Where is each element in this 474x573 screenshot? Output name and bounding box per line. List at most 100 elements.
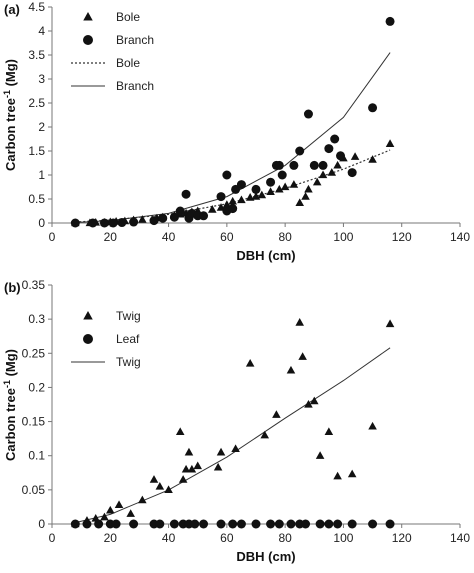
x-axis-label: DBH (cm) [236, 549, 295, 564]
x-axis-label: DBH (cm) [236, 248, 295, 263]
x-tick-label: 80 [278, 531, 292, 545]
data-point-circle [333, 519, 343, 529]
y-tick-label: 0.2 [28, 380, 45, 394]
data-point-triangle [312, 177, 322, 186]
data-point-circle [368, 519, 378, 529]
data-point-triangle [164, 485, 173, 494]
series-twig [71, 318, 395, 528]
data-point-triangle [213, 462, 223, 471]
data-point-triangle [275, 184, 284, 193]
data-point-circle [228, 519, 238, 529]
data-point-circle [315, 519, 325, 529]
legend-label: Branch [116, 33, 154, 47]
data-point-circle [330, 134, 340, 144]
data-point-triangle [228, 196, 237, 205]
panel-label: (b) [4, 280, 21, 295]
data-point-circle [301, 519, 311, 529]
data-point-triangle [237, 195, 246, 204]
series-bole [71, 139, 395, 227]
data-point-circle [129, 217, 139, 227]
data-point-circle [199, 211, 209, 221]
data-point-triangle [289, 180, 299, 188]
data-point-triangle [301, 192, 310, 200]
series-leaf [70, 519, 395, 529]
data-point-triangle [216, 447, 226, 456]
data-point-triangle [178, 475, 188, 483]
data-point-circle [324, 144, 334, 154]
data-point-circle [277, 170, 287, 180]
data-point-circle [303, 109, 313, 119]
data-point-triangle [126, 509, 135, 517]
y-tick-label: 3.5 [28, 48, 45, 62]
data-point-circle [175, 206, 185, 216]
data-point-triangle [385, 319, 395, 328]
data-point-triangle [193, 461, 202, 470]
legend-triangle-marker [83, 12, 93, 21]
x-tick-label: 0 [49, 531, 56, 545]
data-point-circle [70, 218, 80, 228]
data-point-triangle [318, 170, 328, 179]
y-axis-label-unit: (Mg) [3, 349, 18, 380]
x-tick-label: 140 [450, 230, 470, 244]
data-point-triangle [368, 421, 377, 430]
data-point-circle [222, 170, 232, 180]
data-point-circle [228, 204, 238, 214]
legend-circle-marker [83, 334, 93, 344]
y-tick-label: 0 [38, 517, 45, 531]
data-point-triangle [272, 410, 281, 418]
chart-panel-b: 0 0.05 0.1 0.15 0.2 0.25 0.3 0.35 0 20 40 60 80 100 12… [2, 278, 470, 564]
data-point-triangle [208, 205, 217, 213]
data-point-circle [347, 168, 357, 178]
data-point-circle [286, 519, 296, 529]
data-point-circle [318, 160, 328, 170]
data-point-circle [295, 146, 305, 156]
legend-circle-marker [83, 35, 93, 45]
legend-label: Twig [116, 309, 141, 323]
data-point-triangle [280, 182, 290, 191]
series-branch [70, 16, 395, 228]
data-point-triangle [175, 427, 185, 435]
y-axis-label-main: Carbon tree [3, 388, 18, 461]
y-tick-label: 1.5 [28, 144, 45, 158]
data-point-triangle [333, 471, 342, 480]
x-tick-label: 40 [162, 531, 176, 545]
x-tick-label: 40 [162, 230, 176, 244]
data-point-circle [236, 180, 246, 190]
data-point-circle [108, 218, 118, 228]
data-point-circle [266, 519, 276, 529]
x-tick-label: 120 [392, 531, 412, 545]
legend-label: Bole [116, 10, 140, 24]
data-point-triangle [295, 318, 304, 326]
data-point-circle [289, 160, 299, 170]
data-point-triangle [138, 495, 147, 504]
y-tick-label: 0.35 [22, 278, 46, 292]
data-point-circle [169, 212, 179, 222]
data-point-triangle [286, 365, 296, 374]
data-point-triangle [138, 215, 147, 223]
x-tick-label: 20 [104, 531, 118, 545]
x-tick-label: 0 [49, 230, 56, 244]
data-point-triangle [181, 464, 191, 473]
data-point-triangle [260, 430, 270, 439]
y-axis-label-superscript: -1 [2, 380, 12, 388]
y-axis-label-unit: (Mg) [3, 59, 18, 90]
x-tick-label: 120 [392, 230, 412, 244]
y-axis-label: Carbon tree-1 (Mg) [2, 349, 18, 461]
data-point-circle [129, 519, 139, 529]
y-tick-label: 0.3 [28, 312, 45, 326]
y-tick-label: 0.05 [22, 483, 46, 497]
y-tick-label: 1 [38, 168, 45, 182]
fit-line-twig [75, 347, 391, 524]
data-point-circle [236, 519, 246, 529]
data-point-circle [70, 519, 80, 529]
legend: Bole Branch Bole Branch [71, 10, 154, 93]
x-tick-label: 140 [450, 531, 470, 545]
y-axis-label-superscript: -1 [2, 90, 12, 98]
y-tick-label: 0.25 [22, 346, 46, 360]
data-point-circle [324, 519, 334, 529]
data-point-circle [309, 160, 319, 170]
data-point-circle [149, 216, 159, 226]
data-point-triangle [310, 396, 319, 405]
data-point-circle [94, 519, 104, 529]
y-tick-label: 0 [38, 216, 45, 230]
